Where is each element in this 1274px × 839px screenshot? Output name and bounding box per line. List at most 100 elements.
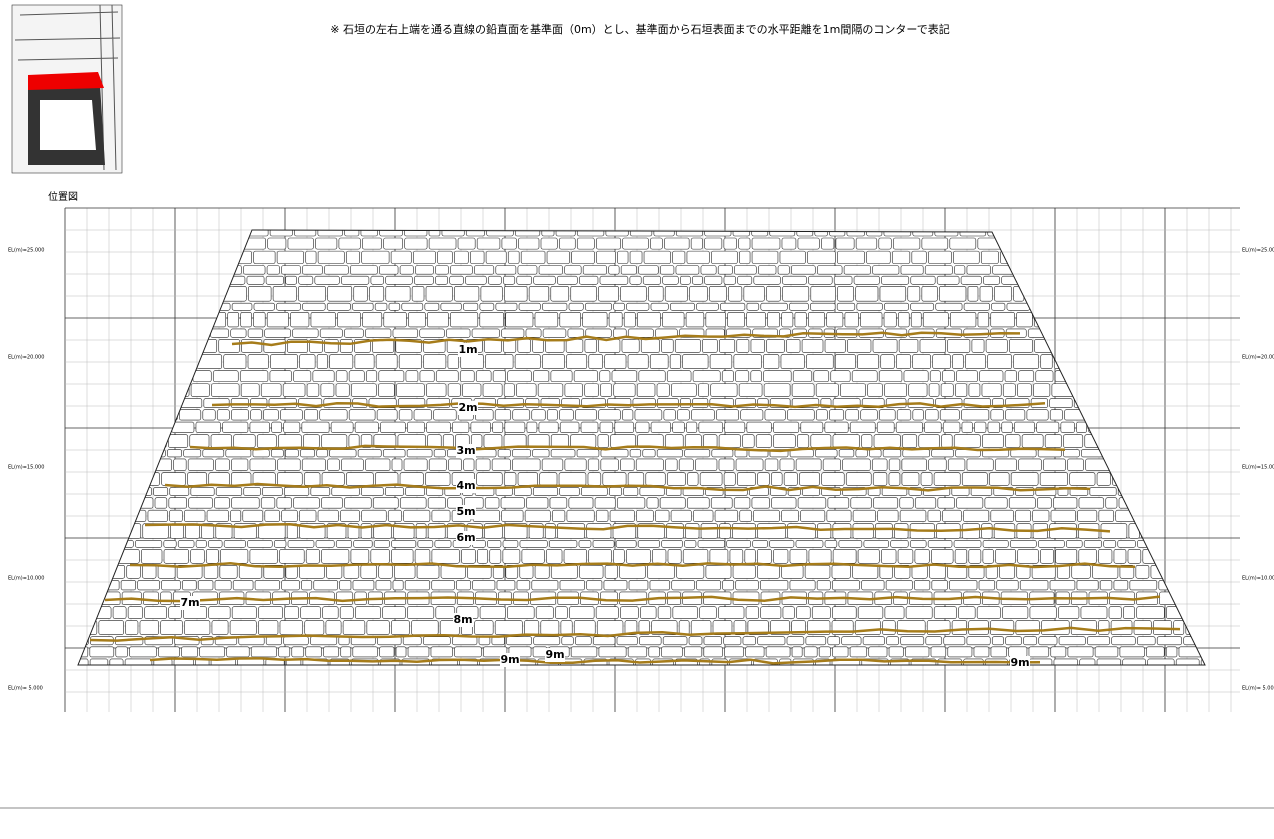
stone: [326, 621, 341, 635]
stone: [985, 659, 1007, 669]
stone: [126, 621, 138, 635]
stone: [161, 592, 172, 605]
stone: [282, 580, 300, 590]
stone: [980, 286, 992, 301]
stone: [712, 450, 733, 457]
stone: [715, 510, 738, 521]
stone: [929, 459, 947, 471]
stone: [174, 659, 194, 669]
stone: [1195, 238, 1214, 249]
stone: [173, 312, 189, 327]
stone: [922, 238, 948, 249]
stone: [299, 510, 316, 521]
stone: [331, 422, 353, 433]
stone: [1005, 371, 1017, 382]
stone: [399, 355, 421, 369]
stone: [881, 355, 895, 369]
stone: [688, 473, 699, 486]
stone: [609, 487, 621, 495]
stone: [711, 498, 732, 509]
stone: [502, 238, 517, 249]
stone: [227, 647, 250, 657]
stone: [1123, 607, 1134, 619]
stone: [1090, 487, 1116, 495]
stone: [170, 524, 183, 539]
stone: [633, 399, 655, 408]
stone: [129, 435, 145, 448]
stone: [374, 540, 389, 547]
stone: [744, 286, 765, 301]
stone: [1178, 286, 1190, 301]
stone: [362, 238, 381, 249]
stone: [365, 329, 391, 337]
stone: [412, 286, 424, 301]
stone: [1176, 659, 1199, 669]
stone: [98, 303, 119, 310]
stone: [724, 473, 735, 486]
stone: [697, 303, 719, 310]
stone: [100, 498, 118, 509]
stone: [861, 312, 883, 327]
stone: [1159, 473, 1187, 486]
stone: [232, 303, 252, 310]
contour-label: 8m: [453, 613, 472, 626]
stone: [292, 647, 304, 657]
stone: [989, 473, 1009, 486]
stone: [423, 637, 450, 645]
stone: [299, 276, 313, 284]
stone: [925, 410, 938, 420]
stone: [349, 371, 364, 382]
stone: [1185, 459, 1204, 471]
stone: [565, 459, 586, 471]
stone: [71, 384, 84, 397]
stone: [463, 303, 478, 310]
stone: [240, 371, 268, 382]
stone: [539, 266, 563, 275]
stone: [571, 647, 597, 657]
stone: [781, 355, 804, 369]
stone: [928, 510, 941, 521]
stone: [71, 607, 87, 619]
stone: [220, 549, 248, 563]
stone: [685, 540, 696, 547]
stone: [983, 540, 1008, 547]
stone: [667, 371, 691, 382]
stone: [883, 450, 901, 457]
stone: [461, 549, 475, 563]
stone: [635, 410, 662, 420]
stone: [285, 450, 298, 457]
stone: [1167, 524, 1189, 539]
stone: [555, 607, 567, 619]
stone: [1162, 303, 1189, 310]
stone: [664, 238, 689, 249]
stone: [685, 524, 699, 539]
stone: [351, 384, 376, 397]
stone: [272, 422, 282, 433]
stone: [506, 312, 533, 327]
stone: [672, 580, 695, 590]
stone: [1171, 498, 1193, 509]
stone: [863, 637, 884, 645]
contour-label: 9m: [545, 648, 564, 661]
stone: [386, 276, 413, 284]
stone: [722, 371, 733, 382]
stone: [148, 422, 170, 433]
stone: [948, 459, 965, 471]
stone: [801, 510, 825, 521]
stone: [1174, 621, 1184, 635]
stone: [883, 621, 896, 635]
stone: [206, 549, 218, 563]
stone: [124, 410, 135, 420]
stone: [71, 487, 99, 495]
stone: [850, 422, 875, 433]
stone: [828, 498, 849, 509]
stone: [551, 435, 568, 448]
stone: [116, 435, 127, 448]
stone: [637, 384, 655, 397]
stone: [1079, 498, 1104, 509]
stone: [925, 266, 952, 275]
stone: [891, 540, 909, 547]
stone: [904, 371, 928, 382]
contour-label: 5m: [456, 505, 475, 518]
stone: [71, 549, 98, 563]
